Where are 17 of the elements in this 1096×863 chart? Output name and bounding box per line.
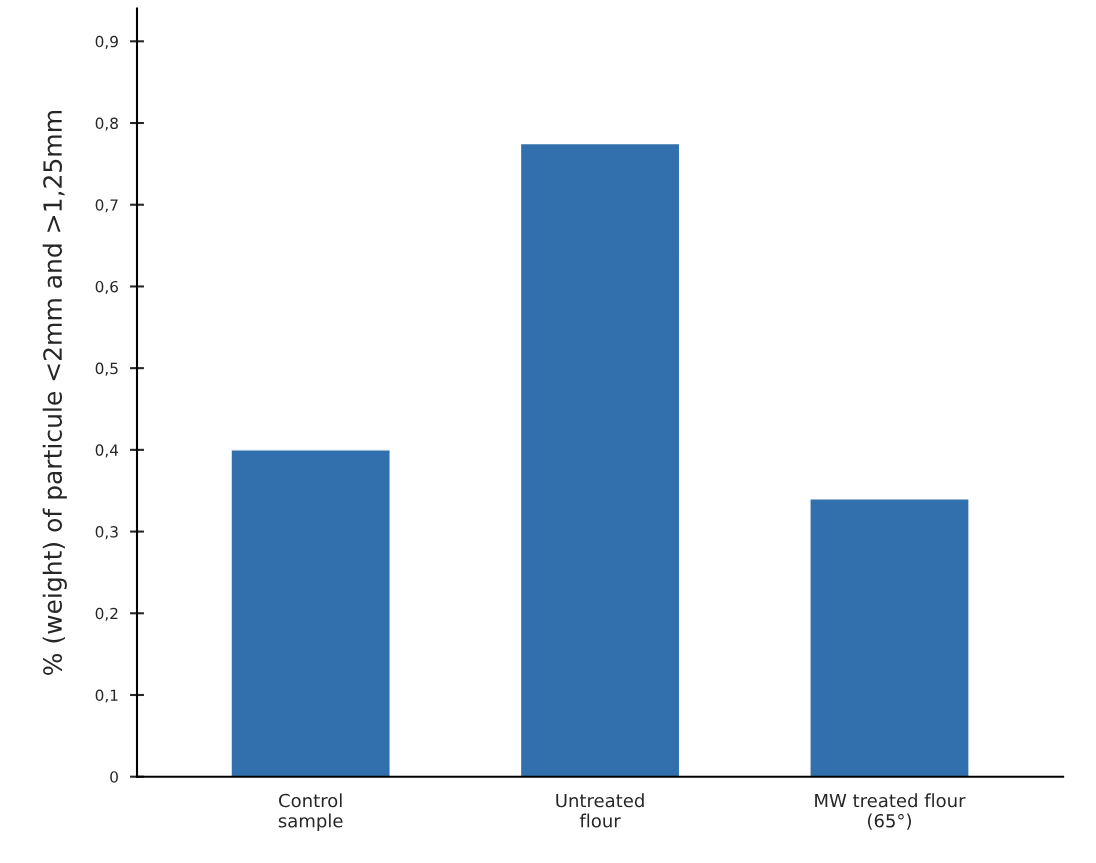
y-tick-label: 0,4: [95, 444, 119, 458]
y-tick-label: 0,9: [95, 35, 118, 49]
y-tick-label: 0: [110, 771, 118, 783]
x-tick-label: MW treated flour (65°): [815, 793, 966, 830]
bar: [809, 498, 970, 777]
y-tick-label: 0,7: [95, 199, 118, 213]
y-tick-label: 0,5: [95, 362, 118, 376]
y-tick-label: 0,6: [95, 280, 118, 295]
x-tick-label: Control sample: [278, 793, 343, 832]
bar: [519, 142, 681, 777]
y-tick-label: 0,3: [95, 526, 118, 540]
bar: [230, 449, 391, 777]
y-tick-label: 0,2: [95, 607, 118, 621]
y-tick-label: 0,8: [95, 117, 118, 131]
x-tick-label: Untreated flour: [556, 793, 644, 828]
y-axis-title: % (weight) of particule <2mm and >1,25mm: [42, 111, 67, 675]
y-tick-label: 0,1: [95, 689, 118, 703]
